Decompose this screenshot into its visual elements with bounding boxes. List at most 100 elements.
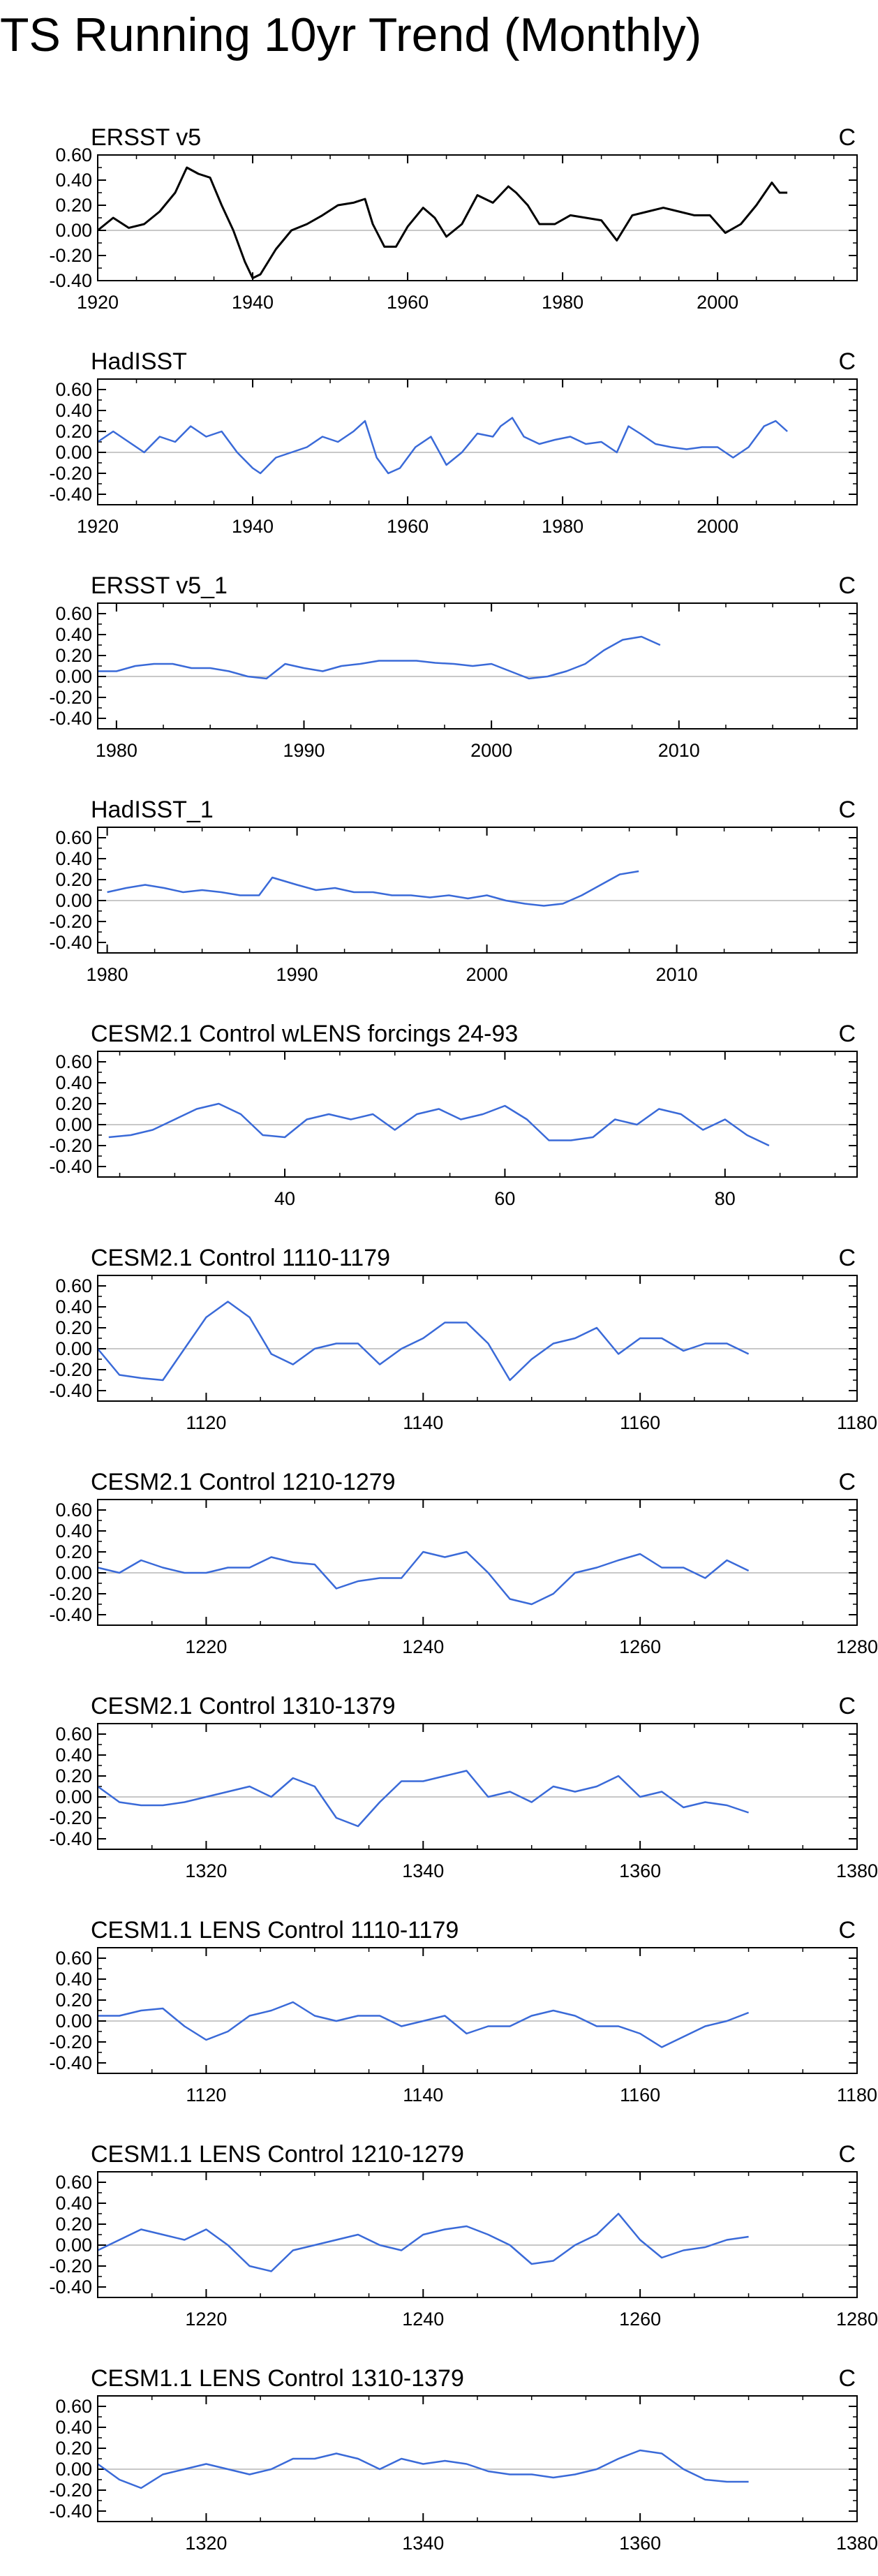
x-tick-label: 1360 xyxy=(619,2533,661,2554)
y-tick-label: -0.20 xyxy=(49,1583,92,1604)
x-tick-label: 1280 xyxy=(836,2309,878,2330)
x-tick-label: 1380 xyxy=(836,2533,878,2554)
y-tick-label: 0.00 xyxy=(55,1562,92,1583)
plot-frame xyxy=(97,1051,858,1178)
x-tick-label: 1160 xyxy=(620,1412,660,1433)
y-tick-label: 0.40 xyxy=(55,170,92,191)
x-tick-label: 1980 xyxy=(96,740,137,761)
x-tick-label: 1280 xyxy=(836,1636,878,1657)
y-tick-label: 0.20 xyxy=(55,2214,92,2235)
x-tick-label: 1240 xyxy=(402,2309,444,2330)
y-tick-label: 0.60 xyxy=(55,1948,92,1969)
panel-units: C xyxy=(838,1021,856,1047)
x-tick-label: 1180 xyxy=(837,1412,877,1433)
x-tick-label: 1340 xyxy=(402,2533,444,2554)
chart-panel-11: CESM1.1 LENS Control 1310-1379 C -0.40-0.2… xyxy=(49,2365,878,2554)
x-tick-label: 2010 xyxy=(656,964,698,985)
plot-frame xyxy=(97,1275,858,1402)
chart-panel-10: CESM1.1 LENS Control 1210-1279 C -0.40-0.2… xyxy=(49,2141,878,2330)
x-tick-label: 2000 xyxy=(470,740,512,761)
y-tick-label: 0.20 xyxy=(55,421,92,442)
chart-panel-4: HadISST_1 C -0.40-0.200.000.200.400.60 1980… xyxy=(49,797,858,985)
x-tick-label: 1990 xyxy=(276,964,318,985)
panel-units: C xyxy=(838,1917,856,1944)
x-tick-label: 1140 xyxy=(403,2085,443,2105)
series-line xyxy=(97,417,788,475)
y-tick-label: 0.00 xyxy=(55,220,92,241)
y-tick-label: 0.40 xyxy=(55,1520,92,1541)
y-tick-label: 0.60 xyxy=(55,2396,92,2417)
y-tick-label: 0.40 xyxy=(55,1296,92,1317)
page-title: TS Running 10yr Trend (Monthly) xyxy=(0,8,702,61)
series-line xyxy=(97,166,788,279)
series-line xyxy=(97,1550,750,1606)
y-tick-label: 0.00 xyxy=(55,1338,92,1359)
x-tick-label: 1260 xyxy=(619,1636,661,1657)
x-tick-label: 1340 xyxy=(402,1860,444,1881)
chart-panel-7: CESM2.1 Control 1210-1279 C -0.40-0.200.00… xyxy=(49,1469,878,1657)
panel-title: CESM2.1 Control 1110-1179 xyxy=(91,1245,390,1271)
y-tick-label: -0.20 xyxy=(49,2256,92,2277)
y-tick-label: 0.20 xyxy=(55,1766,92,1786)
series-line xyxy=(98,635,661,680)
x-tick-label: 1120 xyxy=(186,1412,226,1433)
y-tick-label: 0.00 xyxy=(55,442,92,463)
x-tick-label: 1960 xyxy=(387,516,429,537)
x-tick-label: 1120 xyxy=(186,2085,226,2105)
plot-frame xyxy=(97,378,858,505)
x-tick-label: 60 xyxy=(494,1188,515,1209)
x-tick-label: 1940 xyxy=(232,516,274,537)
x-tick-label: 1920 xyxy=(77,516,119,537)
y-tick-label: 0.60 xyxy=(55,1500,92,1520)
panel-units: C xyxy=(838,1693,856,1719)
x-tick-label: 1980 xyxy=(542,292,583,313)
plot-frame xyxy=(97,1723,858,1850)
y-tick-label: -0.40 xyxy=(49,1380,92,1401)
y-tick-label: 0.20 xyxy=(55,1990,92,2011)
y-tick-label: -0.20 xyxy=(49,911,92,932)
x-tick-label: 2000 xyxy=(697,292,738,313)
x-tick-label: 1220 xyxy=(185,1636,227,1657)
panel-title: ERSST v5 xyxy=(91,124,201,151)
y-tick-label: 0.00 xyxy=(55,2011,92,2031)
y-tick-label: -0.20 xyxy=(49,1135,92,1156)
panel-title: CESM2.1 Control wLENS forcings 24-93 xyxy=(91,1021,518,1047)
y-tick-label: -0.40 xyxy=(49,708,92,729)
y-tick-label: 0.20 xyxy=(55,1541,92,1562)
x-tick-label: 80 xyxy=(715,1188,736,1209)
y-tick-label: -0.20 xyxy=(49,1807,92,1828)
y-tick-label: 0.00 xyxy=(55,1114,92,1135)
y-tick-label: -0.20 xyxy=(49,463,92,484)
panel-title: ERSST v5_1 xyxy=(91,572,228,599)
y-tick-label: -0.20 xyxy=(49,2031,92,2052)
plot-frame xyxy=(97,1499,858,1626)
panel-units: C xyxy=(838,2141,856,2168)
y-tick-label: -0.40 xyxy=(49,1828,92,1849)
y-tick-label: 0.40 xyxy=(55,2417,92,2438)
x-tick-label: 1980 xyxy=(87,964,128,985)
chart-panel-1: ERSST v5 C -0.40 -0.20 0.00 0.20 0.40 0.60 1920 1… xyxy=(49,124,858,313)
y-tick-label: 0.20 xyxy=(55,2438,92,2459)
plot-frame xyxy=(97,2171,858,2298)
x-tick-label: 2000 xyxy=(466,964,508,985)
x-tick-label: 1180 xyxy=(837,2085,877,2105)
plot-frame xyxy=(97,1947,858,2074)
y-tick-label: 0.40 xyxy=(55,1745,92,1766)
x-tick-label: 1140 xyxy=(403,1412,443,1433)
x-tick-label: 1320 xyxy=(185,1860,227,1881)
x-tick-label: 2010 xyxy=(658,740,700,761)
y-tick-label: 0.00 xyxy=(55,1786,92,1807)
x-tick-label: 1380 xyxy=(836,1860,878,1881)
series-line xyxy=(97,2449,749,2489)
y-tick-label: 0.60 xyxy=(55,827,92,848)
panel-units: C xyxy=(838,348,856,375)
y-tick-label: 0.60 xyxy=(55,1724,92,1745)
y-tick-label: 0.60 xyxy=(55,603,92,624)
x-tick-label: 1240 xyxy=(402,1636,444,1657)
y-tick-label: 0.60 xyxy=(55,145,92,165)
y-tick-label: 0.20 xyxy=(55,1317,92,1338)
chart-panel-6: CESM2.1 Control 1110-1179 C -0.40-0.200.00… xyxy=(49,1245,877,1433)
y-tick-label: -0.40 xyxy=(49,2501,92,2522)
plot-frame xyxy=(97,602,858,730)
